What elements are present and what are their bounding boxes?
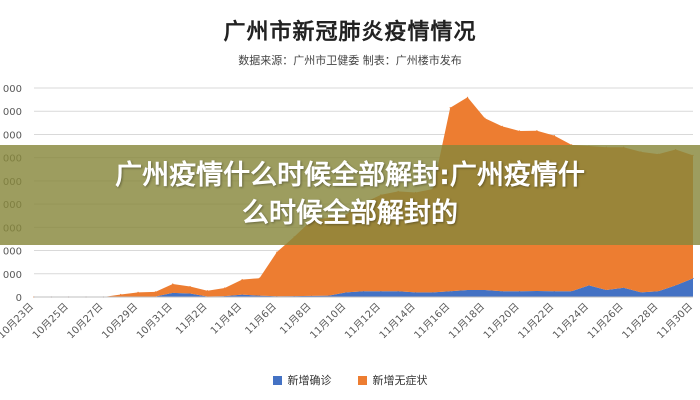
x-tick-label-5: 11月2日 <box>173 301 209 337</box>
x-tick-label-9: 11月10日 <box>308 301 349 342</box>
data-point-s1-14 <box>276 251 278 253</box>
y-tick-label-9: 000 <box>3 84 22 95</box>
data-point-s1-8 <box>172 283 174 285</box>
x-tick-label-2: 10月27日 <box>65 301 106 342</box>
x-tick-label-12: 11月16日 <box>412 301 453 342</box>
data-point-s1-7 <box>154 291 156 293</box>
x-tick-label-16: 11月24日 <box>550 301 591 342</box>
headline-banner: 广州疫情什么时候全部解封:广州疫情什 么时候全部解封的 <box>0 145 700 245</box>
legend-item-confirmed: 新增确诊 <box>272 372 332 388</box>
data-point-s1-6 <box>137 291 139 293</box>
x-tick-label-19: 11月30日 <box>654 301 695 342</box>
data-point-s1-27 <box>501 125 503 127</box>
chart-legend: 新增确诊 新增无症状 <box>0 372 700 388</box>
banner-line-2: 么时候全部解封的 <box>242 198 458 229</box>
x-tick-label-17: 11月26日 <box>585 301 626 342</box>
y-tick-label-7: 000 <box>3 130 22 141</box>
chart-title: 广州市新冠肺炎疫情情况 <box>223 20 477 45</box>
legend-swatch-asymptomatic <box>357 375 367 385</box>
data-point-s1-9 <box>189 285 191 288</box>
legend-label-confirmed: 新增确诊 <box>287 374 332 387</box>
x-tick-label-13: 11月18日 <box>446 301 487 342</box>
data-point-s1-28 <box>518 130 521 132</box>
banner-line-1: 广州疫情什么时候全部解封:广州疫情什 <box>115 160 585 191</box>
y-tick-label-2: 000 <box>3 247 22 258</box>
x-tick-label-6: 11月4日 <box>208 301 244 337</box>
data-point-s1-24 <box>449 107 451 109</box>
x-tick-label-10: 11月12日 <box>342 301 383 342</box>
x-tick-label-18: 11月28日 <box>620 301 661 342</box>
data-point-s1-12 <box>241 278 243 281</box>
x-tick-label-0: 10月23日 <box>0 301 36 342</box>
x-tick-label-8: 11月8日 <box>277 301 313 337</box>
y-tick-label-0: 0 <box>16 293 22 304</box>
chart-subtitle: 数据来源：广州市卫健委 制表：广州楼市发布 <box>238 54 462 67</box>
x-tick-label-4: 10月31日 <box>134 301 175 342</box>
series-area-0 <box>34 278 693 297</box>
data-point-s1-26 <box>484 117 486 119</box>
data-point-s1-30 <box>553 135 555 137</box>
legend-swatch-confirmed <box>272 375 282 385</box>
x-tick-label-3: 10月29日 <box>100 301 141 342</box>
data-point-s1-13 <box>258 277 261 279</box>
legend-label-asymptomatic: 新增无症状 <box>372 374 428 387</box>
data-point-s1-29 <box>536 130 538 132</box>
y-tick-label-8: 000 <box>3 107 22 118</box>
data-point-s1-25 <box>466 96 469 98</box>
x-tick-label-14: 11月20日 <box>481 301 522 342</box>
data-point-s1-5 <box>120 293 122 296</box>
x-tick-label-7: 11月6日 <box>243 301 279 337</box>
x-tick-label-1: 10月25日 <box>30 301 71 342</box>
data-point-s1-10 <box>206 290 209 292</box>
legend-item-asymptomatic: 新增无症状 <box>357 372 428 388</box>
x-tick-label-11: 11月14日 <box>377 301 418 342</box>
x-tick-label-15: 11月22日 <box>516 301 557 342</box>
y-tick-label-1: 000 <box>3 270 22 281</box>
data-point-s1-11 <box>224 287 226 289</box>
